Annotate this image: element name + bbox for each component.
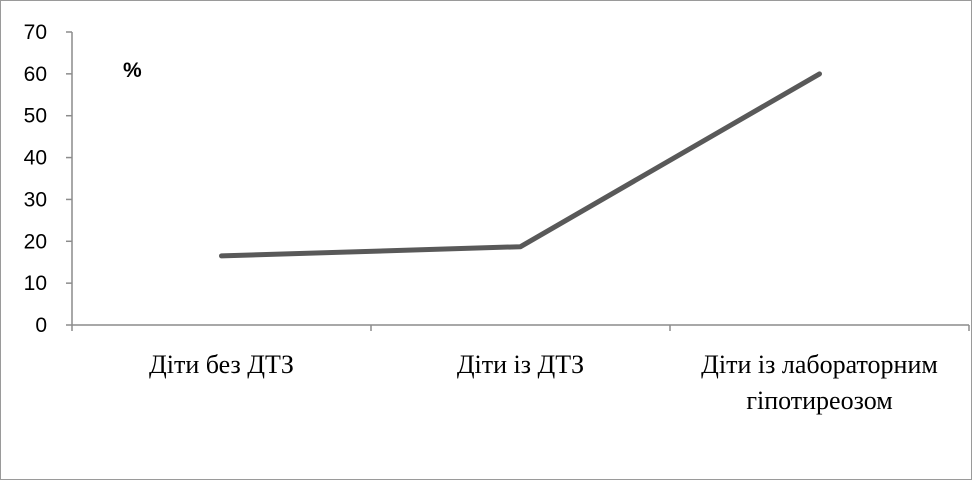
x-category-label-line: Діти без ДТЗ xyxy=(149,350,294,379)
y-unit-label: % xyxy=(123,59,142,82)
axis-ticks xyxy=(66,31,970,331)
y-tick-labels: 0 10 20 30 40 50 60 70 xyxy=(24,21,47,337)
y-tick-label: 70 xyxy=(24,21,47,44)
x-category-label-line: Діти із ДТЗ xyxy=(457,350,584,379)
x-category-label: Діти без ДТЗ xyxy=(149,350,294,379)
y-tick-label: 0 xyxy=(35,314,47,337)
series-line xyxy=(219,71,822,259)
x-category-labels: Діти без ДТЗ Діти із ДТЗ Діти із лаборатор… xyxy=(149,350,938,415)
y-tick-label: 20 xyxy=(24,230,47,253)
x-category-label: Діти із ДТЗ xyxy=(457,350,584,379)
x-category-label-line: гіпотиреозом xyxy=(746,386,892,415)
y-tick-label: 50 xyxy=(24,105,47,128)
y-tick-label: 40 xyxy=(24,147,47,170)
axes xyxy=(71,32,969,326)
x-category-label-line: Діти із лабораторним xyxy=(701,350,938,379)
y-tick-label: 30 xyxy=(24,188,47,211)
x-category-label: Діти із лабораторним гіпотиреозом xyxy=(701,350,938,415)
y-tick-label: 10 xyxy=(24,272,47,295)
series-lines xyxy=(219,71,822,259)
y-tick-label: 60 xyxy=(24,63,47,86)
